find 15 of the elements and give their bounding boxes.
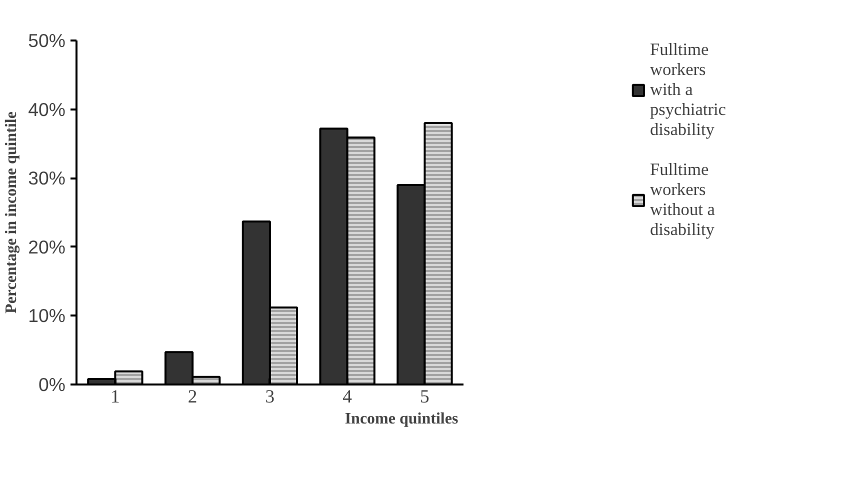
legend-label: Fulltime workers without a disability	[650, 160, 715, 240]
x-tick-label: 3	[265, 386, 275, 408]
y-tick-label: 40%	[28, 98, 66, 120]
y-tick-label: 0%	[38, 374, 66, 395]
legend-label: Fulltime workers with a psychiatric disability	[650, 40, 726, 140]
y-axis-title: Percentage in income quintile	[3, 112, 20, 314]
y-tick-label: 30%	[28, 168, 66, 189]
y-tick-label: 50%	[28, 30, 66, 51]
x-tick-label: 1	[110, 386, 120, 408]
y-tick-label: 20%	[28, 236, 66, 258]
y-tick-label: 10%	[28, 305, 66, 326]
x-tick-label: 2	[188, 386, 198, 408]
x-tick-label: 5	[420, 386, 430, 408]
x-axis-title: Income quintiles	[344, 410, 458, 428]
x-tick-label: 4	[342, 386, 353, 408]
